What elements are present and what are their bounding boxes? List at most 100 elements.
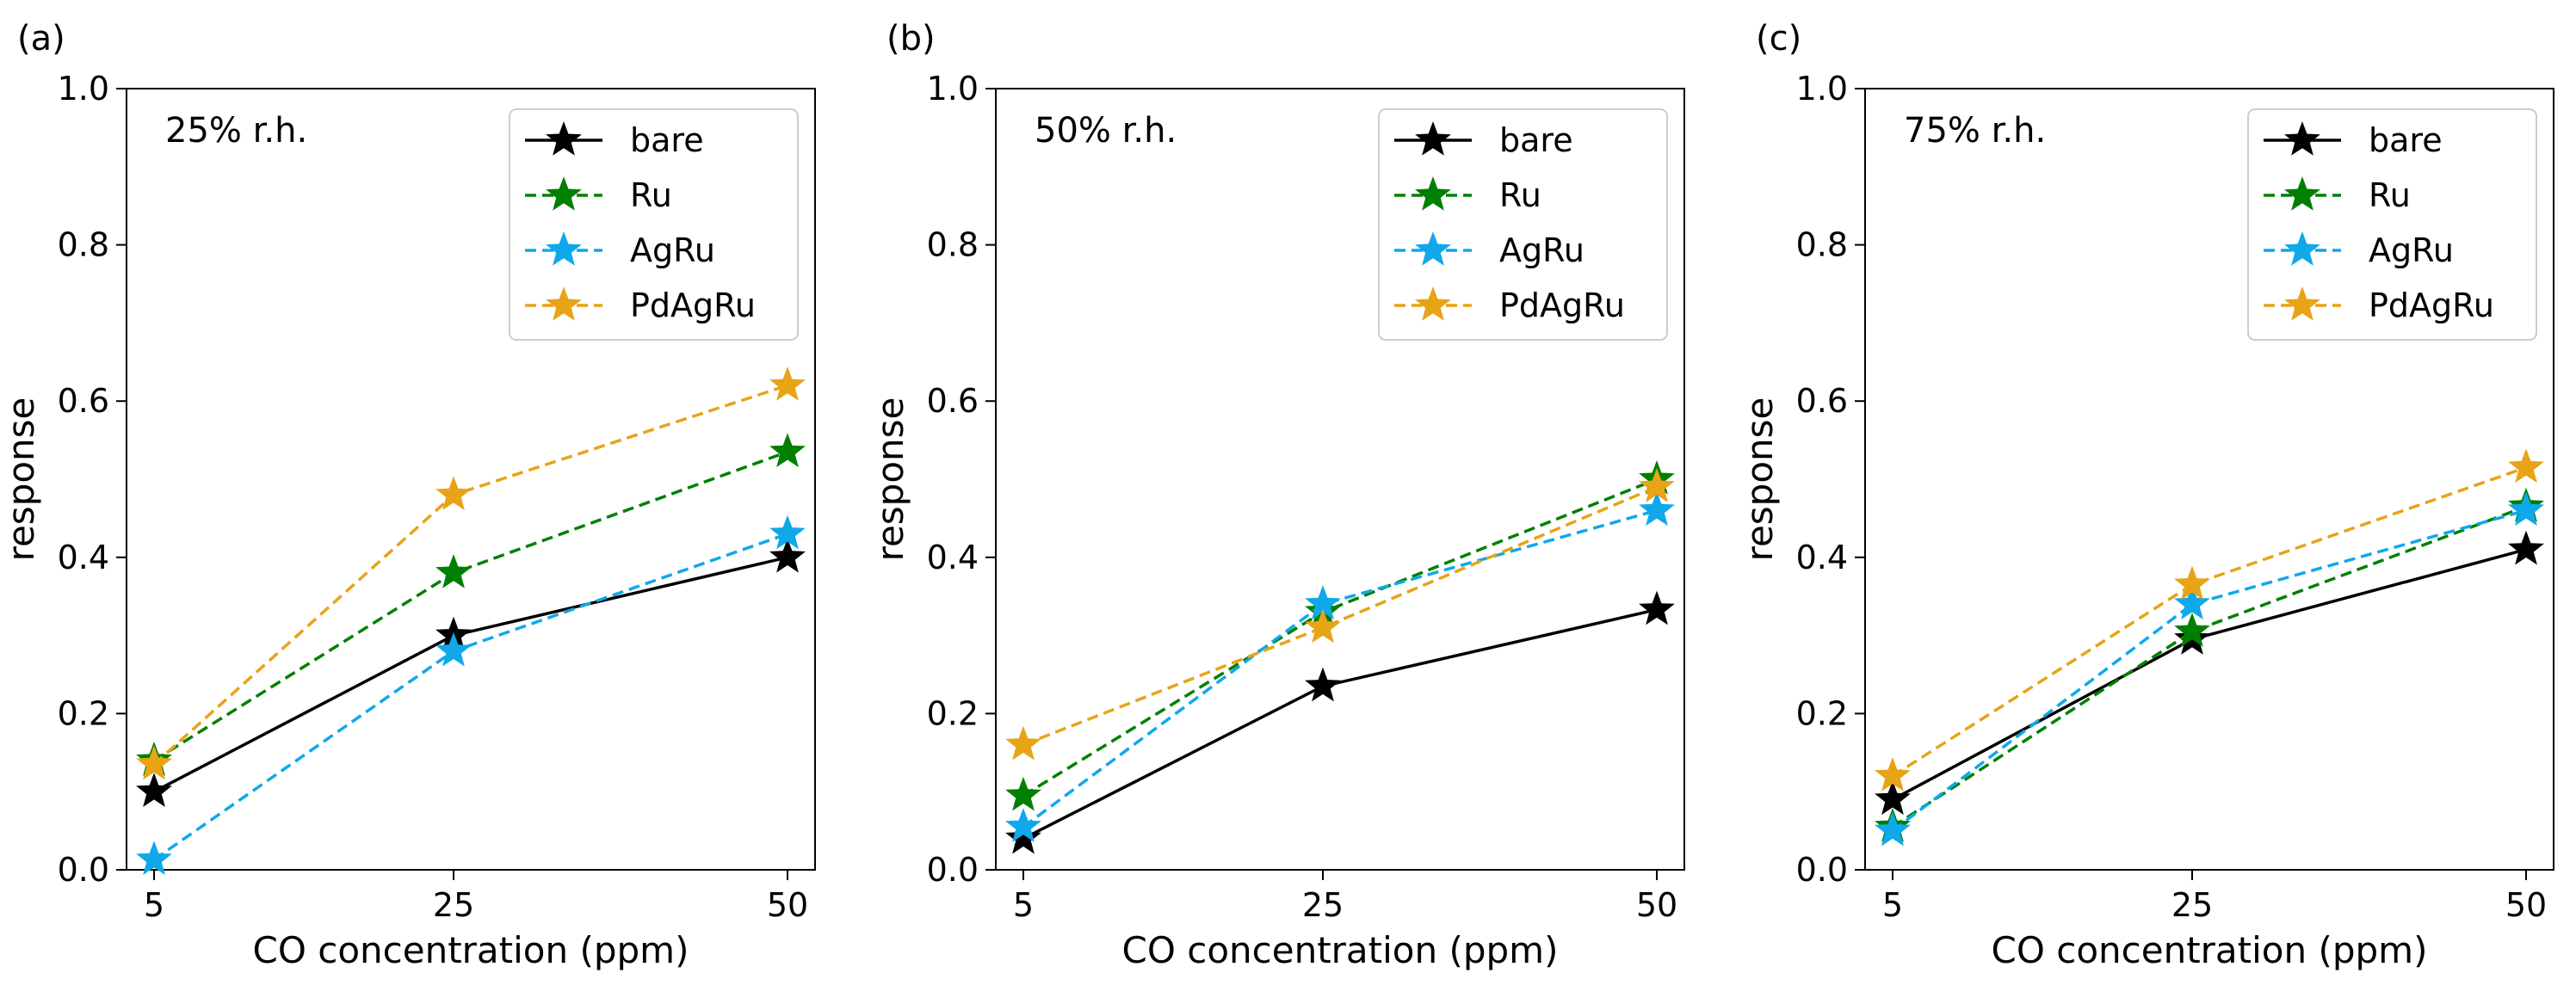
y-tick-label: 0.8 [58,226,109,264]
y-tick-label: 0.0 [58,851,109,889]
data-point-pdagru [1639,468,1675,502]
series-line-agru [1891,508,2527,832]
y-tick-label: 0.2 [1796,694,1848,732]
series-line-bare [1892,548,2527,801]
data-point-pdagru [136,745,172,780]
chart-panel-1: (b) 0.0 0.2 0.4 0.6 0.8 1.0 5 25 50 CO concentrati… [869,19,1685,971]
legend-label: Ru [630,176,672,214]
data-point-bare [1005,819,1041,854]
y-tick-label: 0.4 [927,539,979,576]
legend-box [1378,108,1668,341]
legend-label: Ru [2369,176,2411,214]
data-point-agru [2174,585,2210,620]
data-point-bare [136,773,172,807]
y-tick-label: 1.0 [58,70,109,108]
plot-frame [1864,88,2554,871]
series-line-ru [153,450,788,762]
legend-marker-ru [2284,176,2320,211]
series-line-pdagru [152,384,788,766]
data-point-pdagru [2174,565,2210,601]
data-point-ru [2174,613,2210,647]
series-line-pdagru [1892,465,2527,778]
plot-frame [995,88,1685,871]
data-point-bare [2508,530,2544,565]
legend-label: AgRu [2369,231,2454,269]
chart-panel-0: (a) 0.0 0.2 0.4 0.6 0.8 1.0 5 25 50 CO concentrati… [0,19,816,971]
data-point-pdagru [1305,608,1341,644]
legend-label: AgRu [1499,231,1585,269]
x-tick-label: 50 [1636,886,1677,924]
legend-box [2247,108,2537,341]
legend-marker-bare [2284,121,2320,156]
x-axis-label: CO concentration (ppm) [1122,929,1559,971]
y-tick-label: 0.0 [927,851,979,889]
series-line-bare [1022,607,1658,841]
y-tick-label: 0.8 [1796,226,1848,264]
series-line-ru [1022,477,1658,798]
y-tick-label: 0.2 [927,694,979,732]
series-line-ru [1892,505,2527,829]
x-tick-label: 50 [2505,886,2547,924]
legend-marker-agru [546,231,582,266]
x-axis-label: CO concentration (ppm) [253,929,689,971]
y-tick-label: 0.6 [58,382,109,420]
data-point-agru [1639,491,1675,527]
series-line-bare [153,556,788,793]
y-tick-label: 0.6 [927,382,979,420]
x-tick-label: 25 [2171,886,2213,924]
x-tick-label: 5 [1013,886,1034,924]
legend-label: PdAgRu [1499,286,1625,324]
legend-marker-pdagru [2284,286,2320,321]
legend-label: bare [630,121,704,159]
humidity-annotation: 50% r.h. [1035,111,1177,151]
data-point-pdagru [2508,448,2544,484]
y-axis-label: response [1739,397,1781,562]
data-point-pdagru [436,476,472,510]
series-line-agru [152,532,788,861]
legend-marker-agru [1415,231,1451,266]
data-point-ru [1005,776,1041,811]
y-tick-label: 0.0 [1796,851,1848,889]
humidity-annotation: 25% r.h. [165,111,307,151]
x-tick-label: 50 [767,886,808,924]
data-point-bare [1305,667,1341,702]
panel-tag: (b) [886,19,936,59]
y-tick-label: 1.0 [1796,70,1848,108]
x-tick-label: 5 [144,886,164,924]
legend-marker-pdagru [1415,286,1451,321]
humidity-annotation: 75% r.h. [1904,111,2046,151]
data-point-bare [1639,590,1675,625]
legend-marker-ru [546,176,582,211]
x-axis-label: CO concentration (ppm) [1992,929,2428,971]
data-point-agru [769,514,806,550]
legend-marker-ru [1415,176,1451,211]
chart-panel-2: (c) 0.0 0.2 0.4 0.6 0.8 1.0 5 25 50 CO concentrati… [1739,19,2554,971]
x-tick-label: 5 [1882,886,1903,924]
legend-label: PdAgRu [630,286,756,324]
series-line-agru [1022,508,1658,829]
data-point-agru [436,631,472,667]
data-point-bare [1875,780,1911,816]
y-tick-label: 0.4 [1796,539,1848,576]
y-tick-label: 1.0 [927,70,979,108]
y-tick-label: 0.6 [1796,382,1848,420]
data-point-agru [2508,491,2544,527]
data-point-ru [436,554,472,588]
legend-marker-pdagru [546,286,582,321]
legend-label: Ru [1499,176,1541,214]
panel-tag: (a) [17,19,65,59]
data-point-pdagru [1005,725,1041,761]
y-tick-label: 0.4 [58,539,109,576]
data-point-bare [769,538,806,573]
data-point-agru [136,841,172,875]
plot-frame [126,88,816,871]
panel-tag: (c) [1756,19,1801,59]
data-point-ru [769,433,806,467]
data-point-pdagru [1875,757,1911,792]
data-point-pdagru [769,367,806,401]
series-line-pdagru [1022,485,1658,747]
legend-label: AgRu [630,231,715,269]
legend-label: bare [1499,121,1573,159]
legend-label: bare [2369,121,2443,159]
